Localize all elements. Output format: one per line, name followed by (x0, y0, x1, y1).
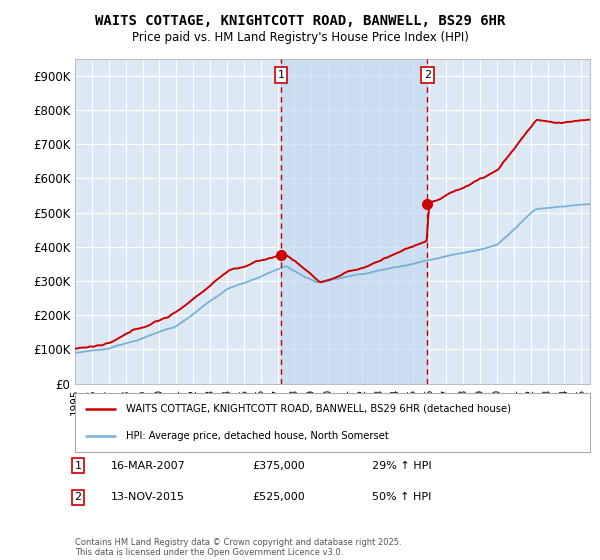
Text: £525,000: £525,000 (252, 492, 305, 502)
Text: 50% ↑ HPI: 50% ↑ HPI (372, 492, 431, 502)
Text: 1: 1 (74, 461, 82, 471)
Text: 2: 2 (424, 70, 431, 80)
Text: £375,000: £375,000 (252, 461, 305, 471)
Text: 13-NOV-2015: 13-NOV-2015 (111, 492, 185, 502)
Text: 29% ↑ HPI: 29% ↑ HPI (372, 461, 431, 471)
Text: WAITS COTTAGE, KNIGHTCOTT ROAD, BANWELL, BS29 6HR (detached house): WAITS COTTAGE, KNIGHTCOTT ROAD, BANWELL,… (127, 404, 511, 414)
Text: WAITS COTTAGE, KNIGHTCOTT ROAD, BANWELL, BS29 6HR: WAITS COTTAGE, KNIGHTCOTT ROAD, BANWELL,… (95, 14, 505, 28)
Text: Price paid vs. HM Land Registry's House Price Index (HPI): Price paid vs. HM Land Registry's House … (131, 31, 469, 44)
Bar (281, 59, 427, 384)
Text: 16-MAR-2007: 16-MAR-2007 (111, 461, 186, 471)
Text: Contains HM Land Registry data © Crown copyright and database right 2025.
This d: Contains HM Land Registry data © Crown c… (75, 538, 401, 557)
Text: 2: 2 (74, 492, 82, 502)
Text: HPI: Average price, detached house, North Somerset: HPI: Average price, detached house, Nort… (127, 431, 389, 441)
Text: 1: 1 (278, 70, 284, 80)
